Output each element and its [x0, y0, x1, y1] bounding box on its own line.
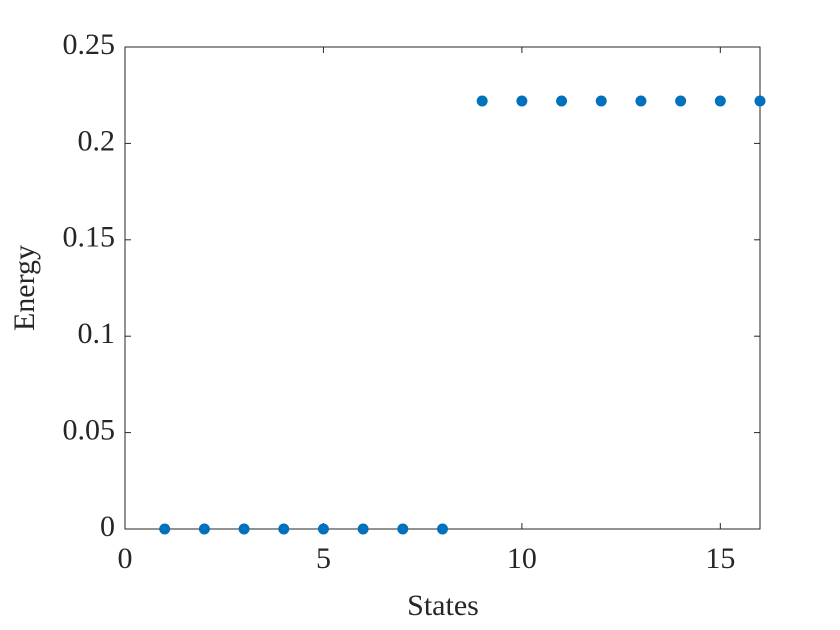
x-axis-label: States — [407, 589, 479, 622]
data-point — [317, 523, 329, 535]
data-point — [159, 523, 171, 535]
data-point — [476, 95, 488, 107]
data-point — [238, 523, 250, 535]
data-point — [675, 95, 687, 107]
x-tick-label: 15 — [705, 542, 735, 575]
data-point — [397, 523, 409, 535]
data-point — [595, 95, 607, 107]
x-tick-label: 10 — [507, 542, 537, 575]
y-tick-label: 0.15 — [63, 221, 116, 254]
data-point — [437, 523, 448, 535]
data-point — [556, 95, 568, 107]
data-point — [714, 95, 726, 107]
y-tick-label: 0.25 — [63, 28, 116, 61]
data-point — [278, 523, 290, 535]
y-tick-label: 0 — [100, 510, 115, 543]
data-point — [198, 523, 210, 535]
y-tick-label: 0.1 — [78, 317, 116, 350]
data-point — [357, 523, 369, 535]
data-point — [754, 95, 766, 107]
x-tick-label: 5 — [316, 542, 331, 575]
y-tick-label: 0.05 — [63, 413, 116, 446]
y-tick-label: 0.2 — [78, 124, 116, 157]
plot-box — [124, 46, 761, 530]
data-point — [635, 95, 647, 107]
data-point — [516, 95, 528, 107]
y-axis-label: Energy — [8, 245, 41, 331]
x-tick-label: 0 — [118, 542, 133, 575]
